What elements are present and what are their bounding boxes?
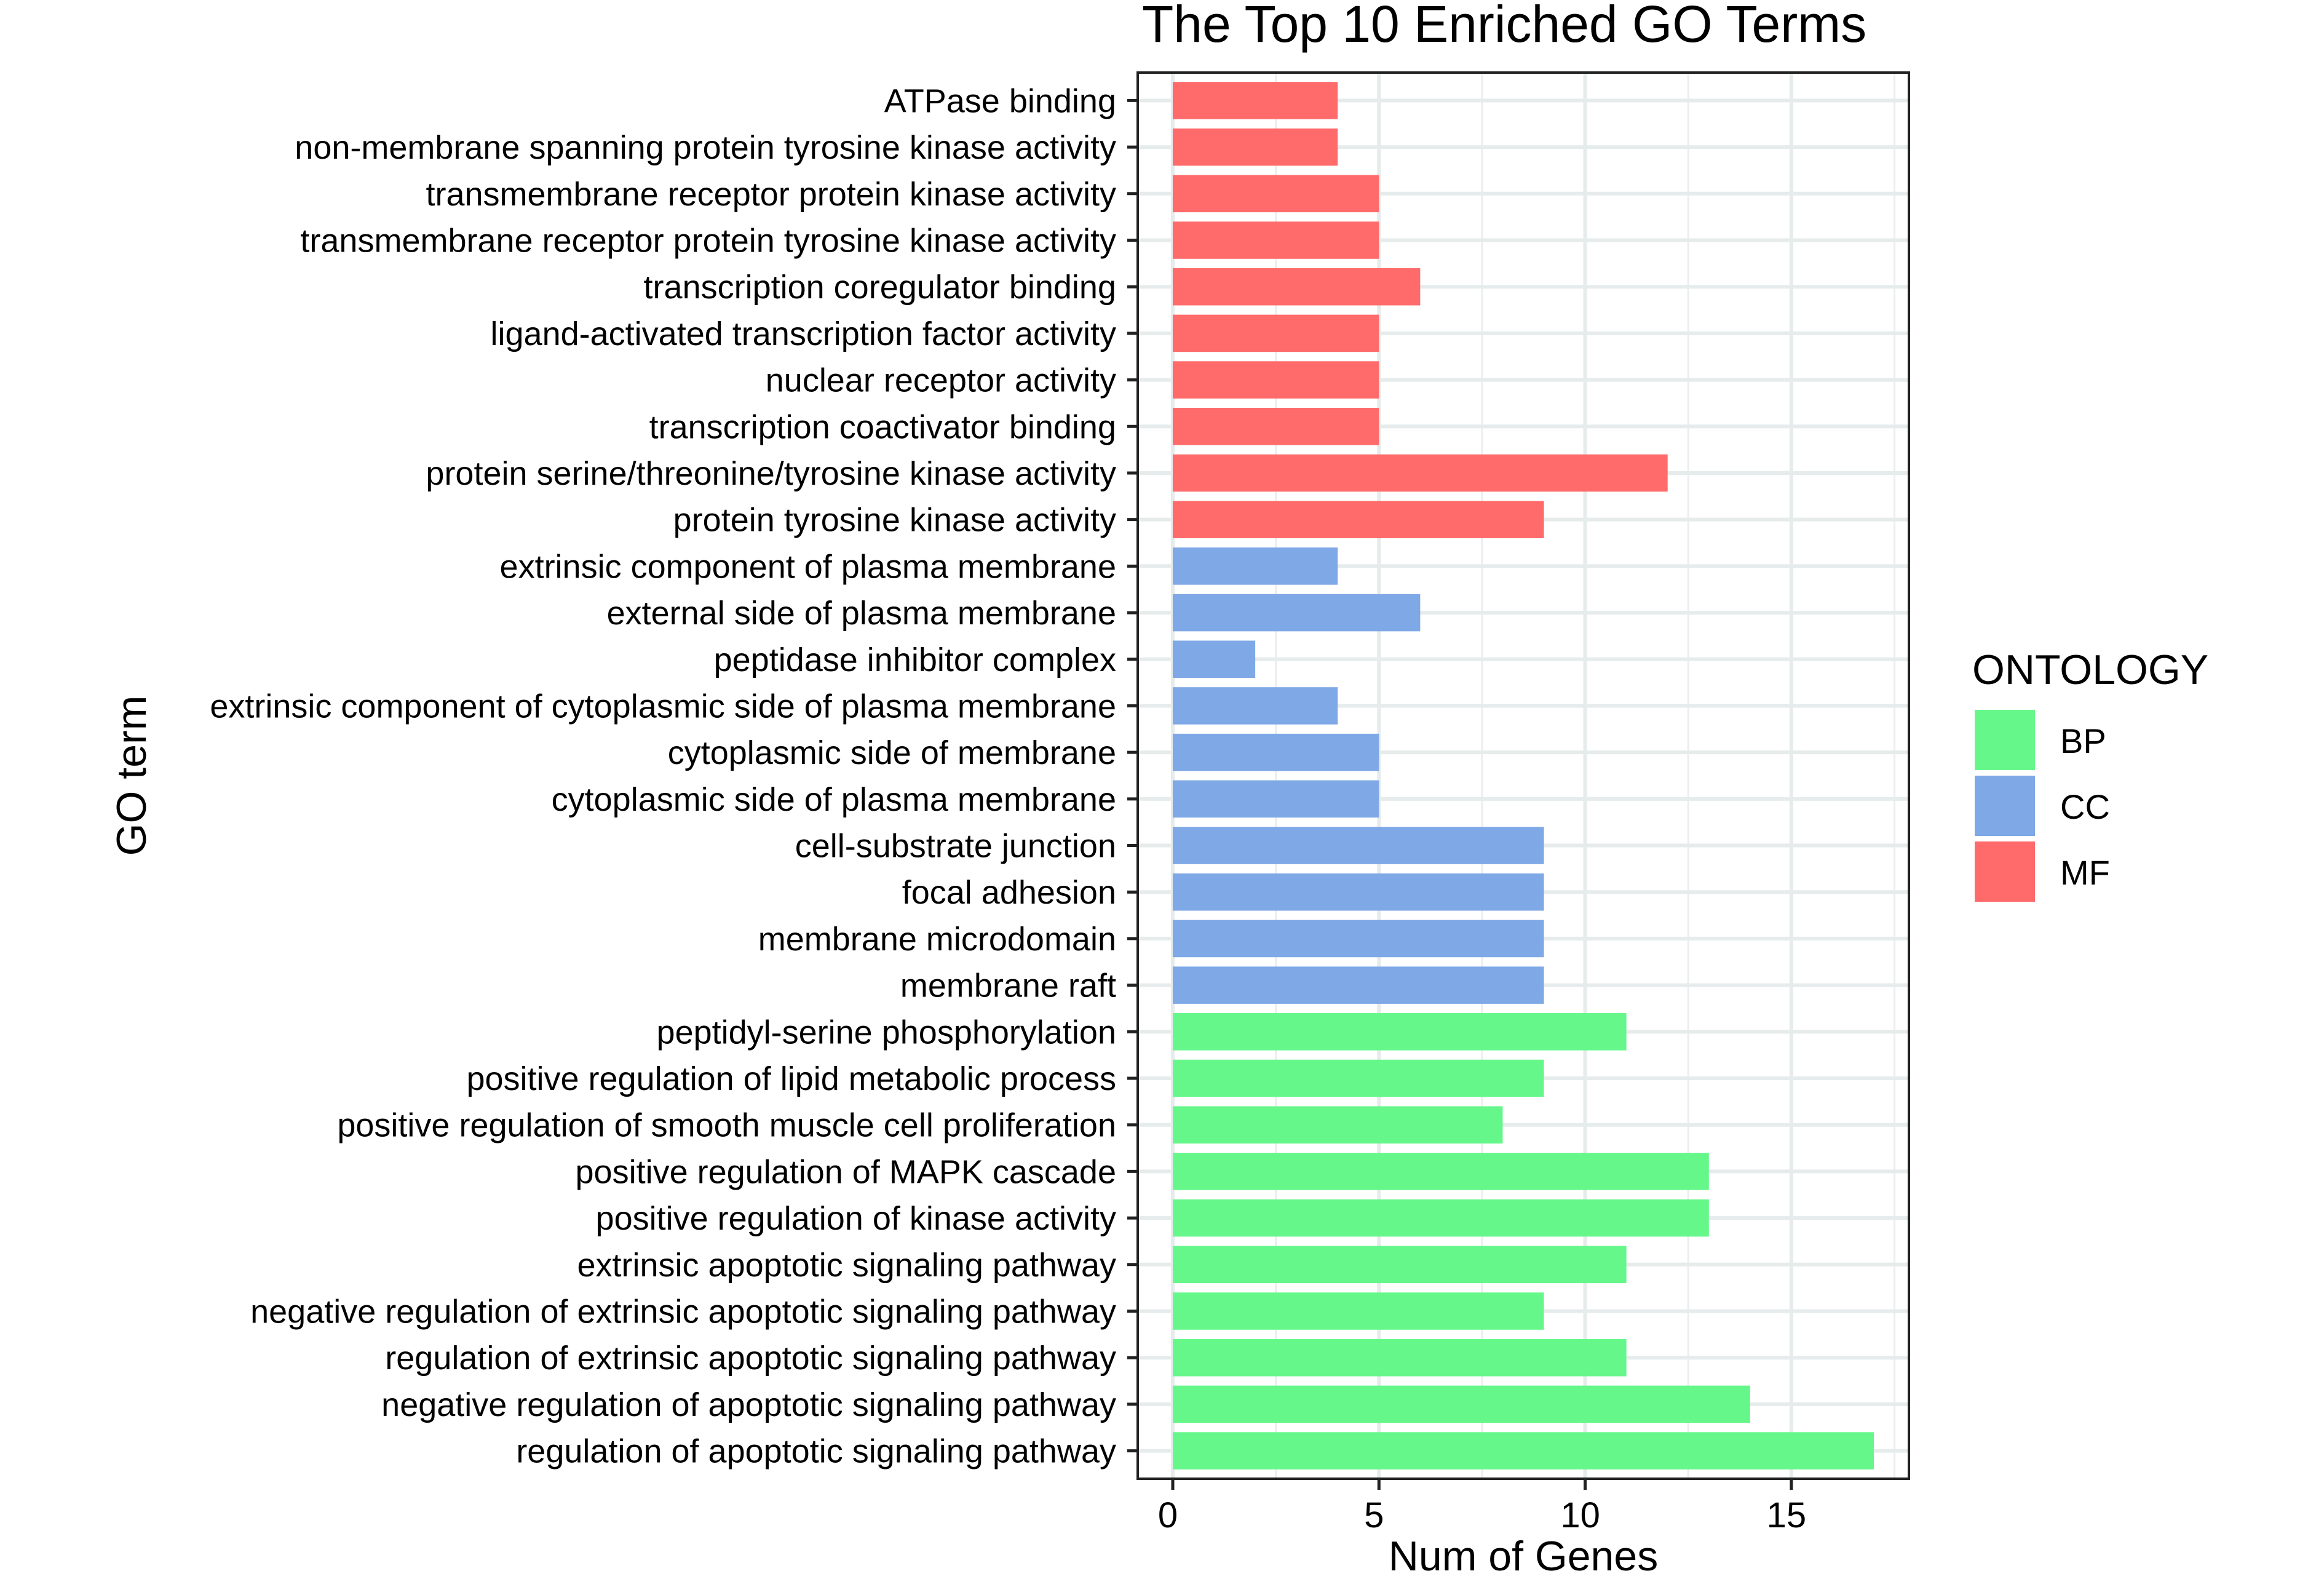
bar [1173,1059,1544,1097]
bar [1173,175,1379,213]
legend-key-mf [1975,841,2035,902]
y-tick-label: regulation of apoptotic signaling pathwa… [516,1433,1116,1470]
y-tick-label: non-membrane spanning protein tyrosine k… [295,129,1116,166]
y-axis: ATPase binding non-membrane spanning prot… [210,82,1138,1470]
bar [1173,221,1379,259]
y-tick-label: external side of plasma membrane [607,595,1116,632]
bar [1173,780,1379,818]
bar [1173,268,1421,306]
y-tick-label: cytoplasmic side of plasma membrane [552,781,1116,818]
y-tick-label: transmembrane receptor protein kinase ac… [426,176,1116,213]
y-tick-label: negative regulation of apoptotic signali… [381,1386,1116,1423]
y-tick-label: transmembrane receptor protein tyrosine … [300,223,1116,260]
major-gridlines [1138,73,1909,1479]
bar [1173,547,1338,585]
bar [1173,873,1544,911]
legend-key-bp [1975,710,2035,770]
bar [1173,920,1544,958]
bar [1173,733,1379,771]
bar [1173,1246,1627,1284]
y-axis-title: GO term [108,696,155,856]
y-tick-label: peptidyl-serine phosphorylation [657,1014,1116,1051]
bar [1173,82,1338,119]
bar [1173,454,1668,492]
y-tick-label: cytoplasmic side of membrane [668,734,1116,771]
x-tick-label: 5 [1364,1495,1384,1535]
y-tick-label: positive regulation of lipid metabolic p… [466,1060,1116,1097]
chart-title: The Top 10 Enriched GO Terms [1142,0,1866,53]
y-tick-label: nuclear receptor activity [766,362,1116,399]
bar [1173,361,1379,399]
bar [1173,594,1421,632]
x-tick-label: 10 [1560,1495,1600,1535]
bar [1173,408,1379,445]
bar [1173,1338,1627,1377]
y-tick-label: peptidase inhibitor complex [714,642,1116,678]
legend-label: BP [2060,722,2106,760]
y-tick-label: negative regulation of extrinsic apoptot… [250,1293,1116,1330]
y-tick-label: positive regulation of MAPK cascade [576,1153,1116,1190]
y-tick-label: focal adhesion [902,874,1116,911]
bar [1173,1199,1709,1237]
legend-title: ONTOLOGY [1972,646,2208,693]
minor-gridlines [1275,73,1896,1479]
x-tick-label: 0 [1158,1495,1178,1535]
legend-key-cc [1975,776,2035,836]
y-tick-label: cell-substrate junction [795,828,1116,865]
legend: ONTOLOGY BP CC MF [1972,646,2208,902]
y-tick-label: transcription coactivator binding [649,408,1116,445]
panel-background [1138,73,1909,1479]
y-tick-label: positive regulation of kinase activity [596,1200,1116,1237]
y-tick-label: extrinsic component of cytoplasmic side … [210,688,1116,725]
bars [1173,82,1874,1470]
x-axis: 0 5 10 15 [1158,1479,1806,1535]
y-tick-label: extrinsic apoptotic signaling pathway [577,1247,1117,1284]
bar [1173,1013,1627,1051]
bar [1173,501,1544,538]
y-tick-label: membrane microdomain [758,921,1116,958]
plot-panel [1136,71,1910,1480]
bar [1173,314,1379,352]
bar [1173,1292,1544,1330]
bar [1173,827,1544,864]
bar [1173,687,1338,725]
y-tick-label: protein tyrosine kinase activity [673,502,1116,539]
y-tick-label: ATPase binding [884,82,1116,119]
x-axis-title: Num of Genes [1389,1533,1658,1579]
bar [1173,966,1544,1004]
y-tick-label: extrinsic component of plasma membrane [500,548,1116,585]
x-tick-label: 15 [1767,1495,1807,1535]
y-tick-label: membrane raft [900,968,1116,1004]
bar [1173,1153,1709,1190]
bar [1173,1106,1503,1143]
y-tick-label: protein serine/threonine/tyrosine kinase… [426,455,1116,492]
y-tick-label: positive regulation of smooth muscle cel… [337,1107,1116,1144]
bar [1173,1432,1874,1470]
bar [1173,128,1338,166]
y-tick-label: transcription coregulator binding [644,269,1116,306]
panel-border [1136,71,1910,1480]
legend-label: CC [2060,787,2110,826]
y-tick-label: ligand-activated transcription factor ac… [491,316,1116,352]
y-tick-label: regulation of extrinsic apoptotic signal… [385,1340,1116,1377]
bar [1173,1385,1750,1423]
legend-label: MF [2060,853,2110,892]
bar [1173,640,1256,678]
